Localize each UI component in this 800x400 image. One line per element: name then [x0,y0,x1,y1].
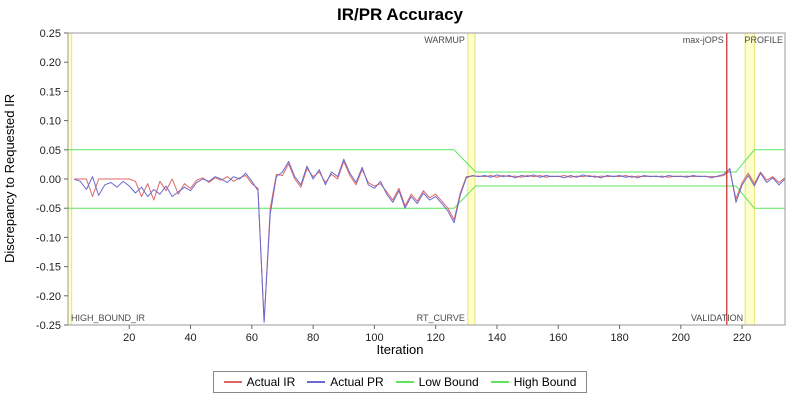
y-tick-label: 0.20 [40,57,61,69]
marker-label-profile: PROFILE [744,35,783,45]
x-tick-label: 20 [123,332,135,344]
x-tick-label: 160 [549,332,567,344]
legend-box: Actual IR Actual PR Low Bound High Bound [212,371,588,393]
legend-swatch [307,381,326,383]
y-tick-label: -0.10 [36,232,61,244]
y-tick-label: -0.20 [36,291,61,303]
y-tick-label: 0.25 [40,28,61,40]
y-tick-label: 0.10 [40,116,61,128]
series-low-bound [68,185,785,209]
legend-item-high-bound: High Bound [490,375,577,389]
y-tick-label: -0.25 [36,320,61,332]
legend-label: Low Bound [418,375,479,389]
x-tick-label: 140 [488,332,506,344]
x-tick-label: 60 [246,332,258,344]
marker-band [67,32,73,326]
legend-item-actual-pr: Actual PR [307,375,384,389]
y-tick-label: -0.15 [36,262,61,274]
y-tick-label: -0.05 [36,203,61,215]
series-actual-pr [73,158,786,323]
legend-swatch [223,381,242,383]
plot-area: 20 40 60 80 100 120 140 160 180 200 220 -0.25 -0.20 -… [36,28,786,344]
x-tick-label: 40 [184,332,196,344]
legend-label: High Bound [513,375,577,389]
x-axis-label: Iteration [376,342,424,357]
x-tick-label: 100 [365,332,383,344]
marker-label-warmup: WARMUP [424,35,465,45]
y-tick-label: 0.05 [40,145,61,157]
chart-title: IR/PR Accuracy [337,5,463,24]
x-tick-label: 200 [672,332,690,344]
legend-swatch [490,381,509,383]
plot-background [68,33,785,325]
marker-label-max-jops: max-jOPS [683,35,724,45]
marker-label-high-bound-ir: HIGH_BOUND_IR [71,313,146,323]
y-tick-label: 0.15 [40,86,61,98]
y-tick-label: 0.00 [40,174,61,186]
legend-label: Actual IR [246,375,296,389]
marker-label-rt-curve: RT_CURVE [417,313,465,323]
x-tick-label: 120 [427,332,445,344]
marker-label-validation: VALIDATION [691,313,743,323]
series-actual-ir [74,160,786,323]
x-tick-label: 180 [610,332,628,344]
legend: Actual IR Actual PR Low Bound High Bound [0,371,800,393]
x-tick-label: 80 [307,332,319,344]
legend-label: Actual PR [330,375,384,389]
x-tick-label: 220 [733,332,751,344]
legend-swatch [395,381,414,383]
legend-item-low-bound: Low Bound [395,375,479,389]
marker-band [467,32,476,326]
legend-item-actual-ir: Actual IR [223,375,296,389]
series-high-bound [68,149,785,173]
